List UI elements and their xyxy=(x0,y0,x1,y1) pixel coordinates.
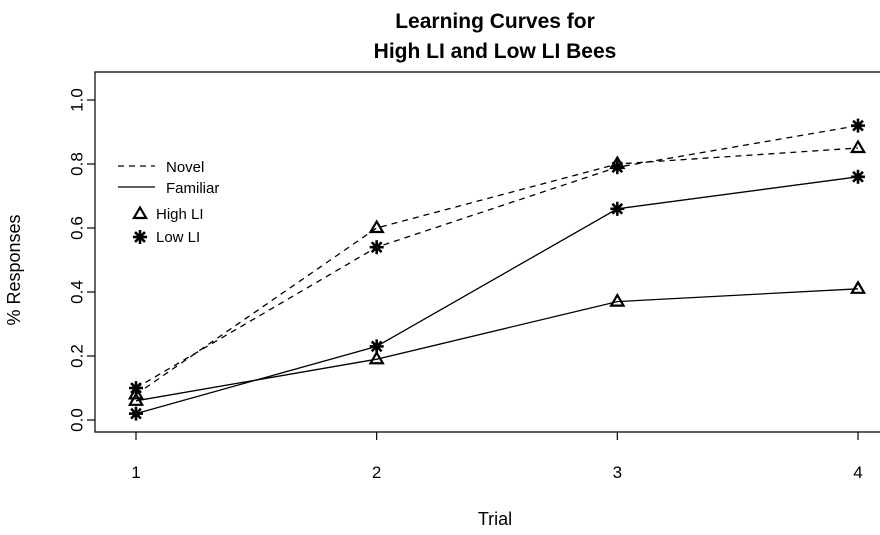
y-tick-label: 0.8 xyxy=(67,152,86,176)
series-low-li-novel xyxy=(129,118,865,395)
x-tick-label: 3 xyxy=(613,463,622,482)
data-point-low-li-novel xyxy=(851,118,865,133)
y-tick-label: 0.6 xyxy=(67,216,86,240)
data-point-low-li-familiar xyxy=(129,406,143,421)
legend-label: High LI xyxy=(156,206,204,223)
legend-label: Novel xyxy=(166,159,204,176)
y-tick-label: 0.2 xyxy=(67,344,86,368)
chart-title-line1: Learning Curves for xyxy=(395,10,595,33)
series-line-high-li-novel xyxy=(135,147,859,395)
x-tick-label: 1 xyxy=(131,463,140,482)
data-point-high-li-familiar xyxy=(849,280,867,294)
legend-marker-asterisk xyxy=(133,230,147,244)
legend-marker-triangle xyxy=(131,205,149,220)
data-point-high-li-novel xyxy=(127,385,145,400)
y-axis-label: % Responses xyxy=(4,214,24,325)
y-tick-label: 1.0 xyxy=(67,88,86,112)
data-point-high-li-novel xyxy=(368,219,385,234)
data-point-low-li-familiar xyxy=(851,169,865,184)
series-line-low-li-familiar xyxy=(135,176,859,415)
data-point-high-li-familiar xyxy=(127,392,145,406)
legend: Novel Familiar High LI Low LI xyxy=(118,159,219,246)
x-axis-label: Trial xyxy=(478,509,512,529)
x-tick-label: 4 xyxy=(853,463,862,482)
data-point-high-li-novel xyxy=(849,139,867,154)
y-tick-label: 0.0 xyxy=(67,408,86,432)
legend-label: Familiar xyxy=(166,180,219,197)
plot-area: 0.0 0.2 0.4 0.6 0.8 1.0 1 2 3 4 Novel Familiar High … xyxy=(67,71,880,482)
x-tick-label: 2 xyxy=(372,463,381,482)
data-point-low-li-novel xyxy=(369,240,384,255)
legend-label: Low LI xyxy=(156,229,200,246)
data-point-low-li-novel xyxy=(610,160,625,175)
y-tick-label: 0.4 xyxy=(67,280,86,304)
series-high-li-familiar xyxy=(127,280,867,406)
series-low-li-familiar xyxy=(129,169,865,421)
data-point-low-li-familiar xyxy=(610,201,625,216)
plot-frame xyxy=(94,71,880,433)
data-point-high-li-familiar xyxy=(609,292,626,307)
series-high-li-novel xyxy=(127,139,867,400)
chart-title-line2: High LI and Low LI Bees xyxy=(374,40,617,63)
data-point-low-li-familiar xyxy=(369,339,384,354)
series-line-low-li-novel xyxy=(135,124,859,389)
data-point-high-li-familiar xyxy=(368,350,385,365)
